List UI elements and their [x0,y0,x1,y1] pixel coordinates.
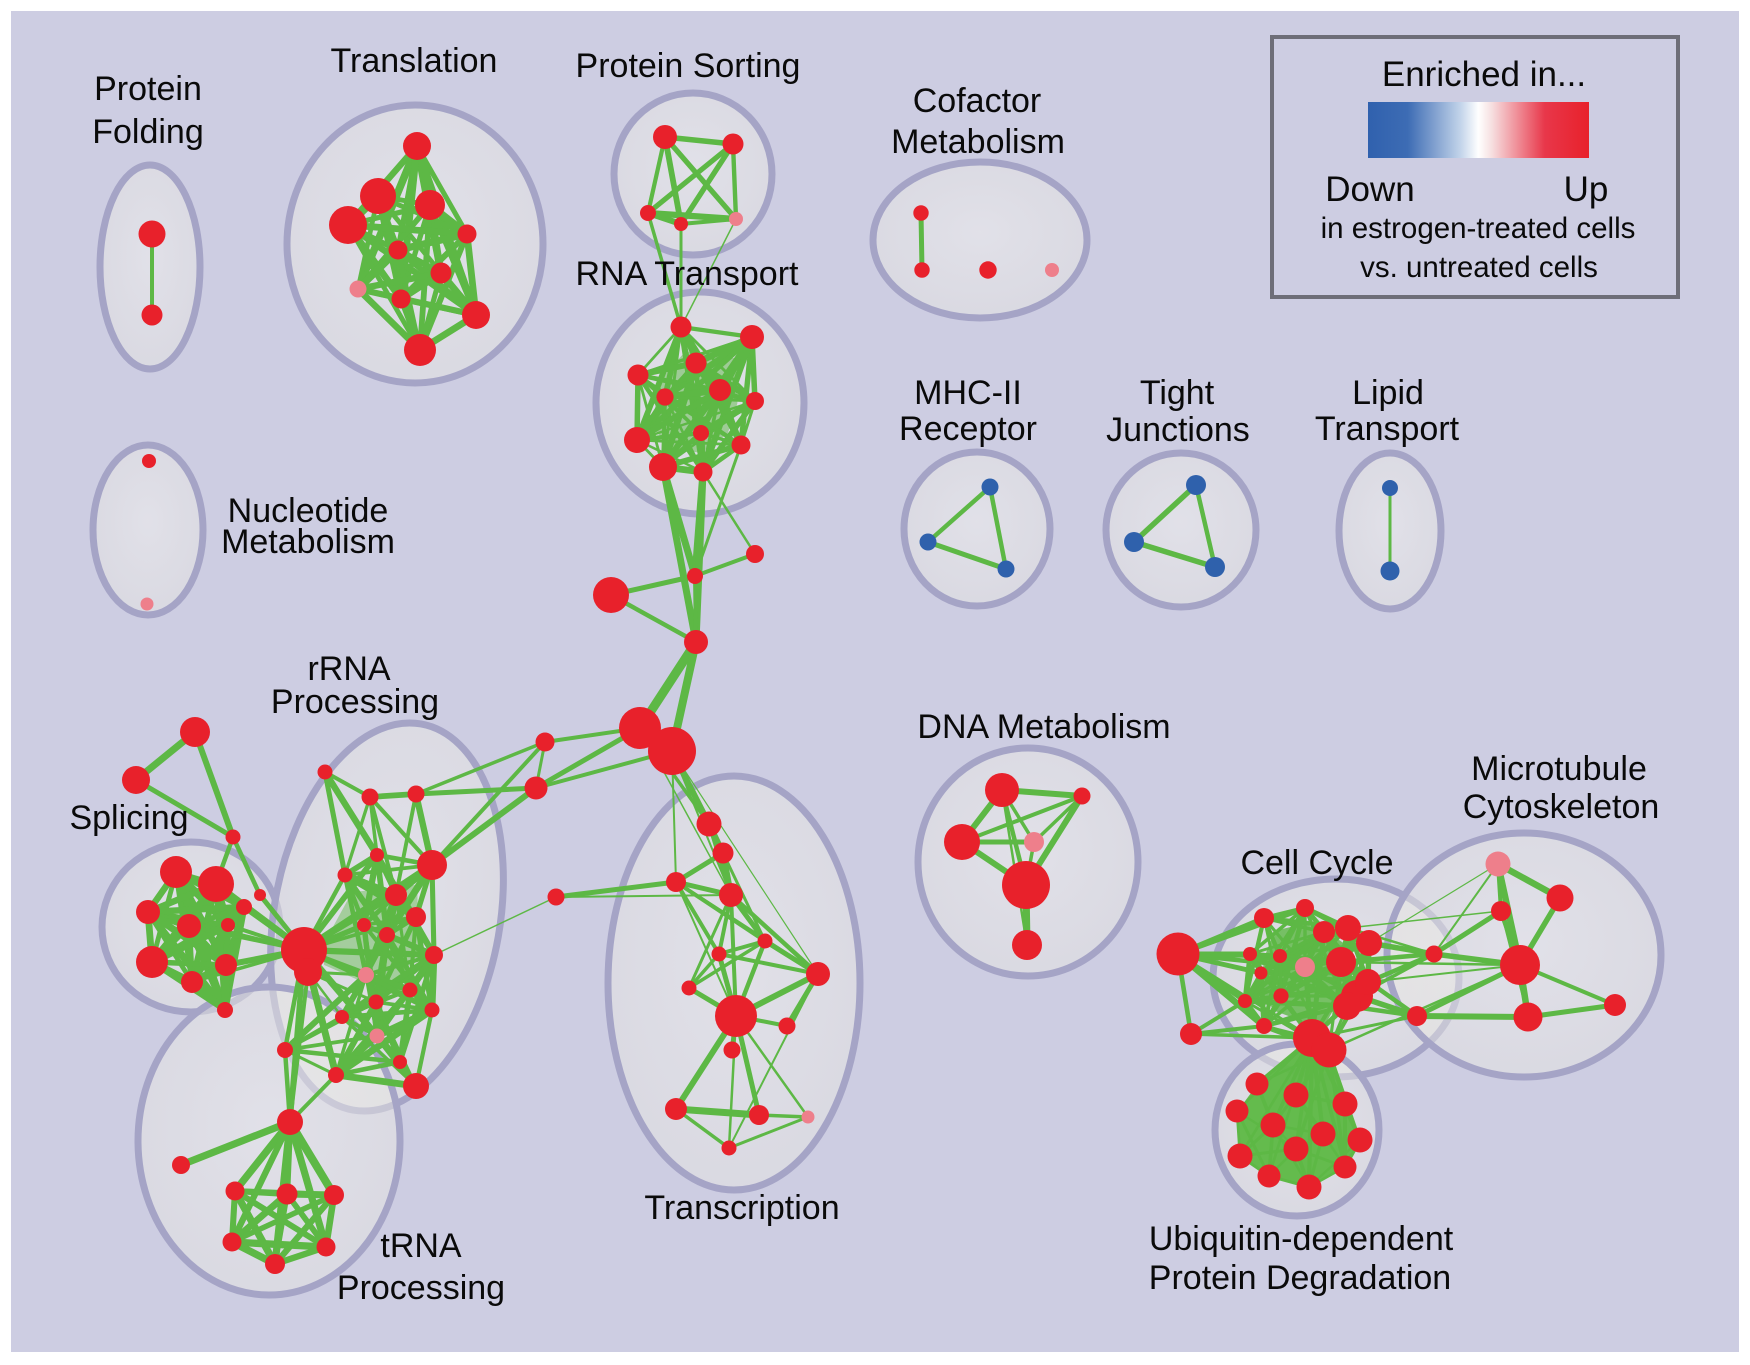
svg-text:Tight: Tight [1140,374,1215,412]
svg-text:Cytoskeleton: Cytoskeleton [1463,788,1660,826]
svg-text:Protein: Protein [94,70,202,108]
svg-text:Folding: Folding [92,113,204,151]
svg-text:Splicing: Splicing [69,799,188,837]
svg-text:Junctions: Junctions [1106,411,1250,449]
svg-text:rRNA: rRNA [307,650,390,688]
svg-text:Nucleotide: Nucleotide [228,492,389,530]
svg-text:Protein Sorting: Protein Sorting [576,47,801,85]
svg-text:Down: Down [1325,170,1414,209]
svg-text:Ubiquitin-dependent: Ubiquitin-dependent [1149,1220,1454,1258]
svg-text:in estrogen-treated cells: in estrogen-treated cells [1321,212,1636,245]
svg-text:Transcription: Transcription [644,1189,839,1227]
svg-text:MHC-II: MHC-II [914,374,1022,412]
svg-text:DNA Metabolism: DNA Metabolism [917,708,1170,746]
svg-text:Microtubule: Microtubule [1471,750,1647,788]
svg-text:Lipid: Lipid [1352,374,1424,412]
svg-text:Protein Degradation: Protein Degradation [1149,1259,1451,1297]
svg-text:Receptor: Receptor [899,410,1037,448]
svg-text:Cofactor: Cofactor [913,82,1042,120]
svg-text:tRNA: tRNA [380,1227,462,1265]
svg-text:Metabolism: Metabolism [891,123,1065,161]
svg-text:vs. untreated cells: vs. untreated cells [1360,251,1598,284]
svg-text:Cell Cycle: Cell Cycle [1240,844,1393,882]
svg-text:Enriched in...: Enriched in... [1382,55,1586,94]
svg-text:Translation: Translation [331,42,498,80]
svg-text:Processing: Processing [271,683,439,721]
svg-text:RNA Transport: RNA Transport [576,255,800,293]
svg-text:Metabolism: Metabolism [221,523,395,561]
svg-text:Up: Up [1564,170,1609,209]
svg-text:Processing: Processing [337,1269,505,1307]
svg-text:Transport: Transport [1315,410,1460,448]
